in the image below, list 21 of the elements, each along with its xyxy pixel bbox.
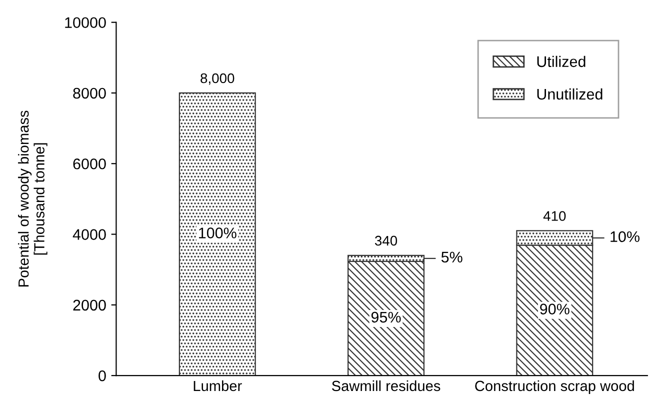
x-tick-label: Construction scrap wood: [475, 380, 634, 394]
y-tick-label: 10000: [65, 17, 106, 28]
annotation: 100%: [199, 228, 236, 238]
annotation: 90%: [540, 304, 570, 314]
annotation: 410: [543, 211, 566, 221]
y-tick-label: 8000: [73, 88, 106, 99]
y-tick-label: 2000: [73, 300, 106, 311]
bar: [178, 92, 256, 376]
legend-label: Utilized: [537, 56, 586, 68]
annotation: 95%: [371, 312, 401, 323]
legend-label: Unutilized: [537, 88, 602, 100]
annotation: 10%: [610, 231, 640, 242]
y-tick-label: 0: [98, 370, 106, 382]
x-tick-label: Sawmill residues: [332, 380, 440, 392]
annotation: 8,000: [200, 73, 234, 85]
annotation: 5%: [441, 252, 462, 263]
y-tick-label: 4000: [72, 229, 106, 240]
x-tick-label: Lumber: [194, 380, 242, 392]
y-axis-title: Potential of woody biomass [Thousand tonne]: [18, 110, 48, 287]
annotation: 340: [374, 236, 398, 246]
y-tick-label: 6000: [73, 158, 106, 170]
